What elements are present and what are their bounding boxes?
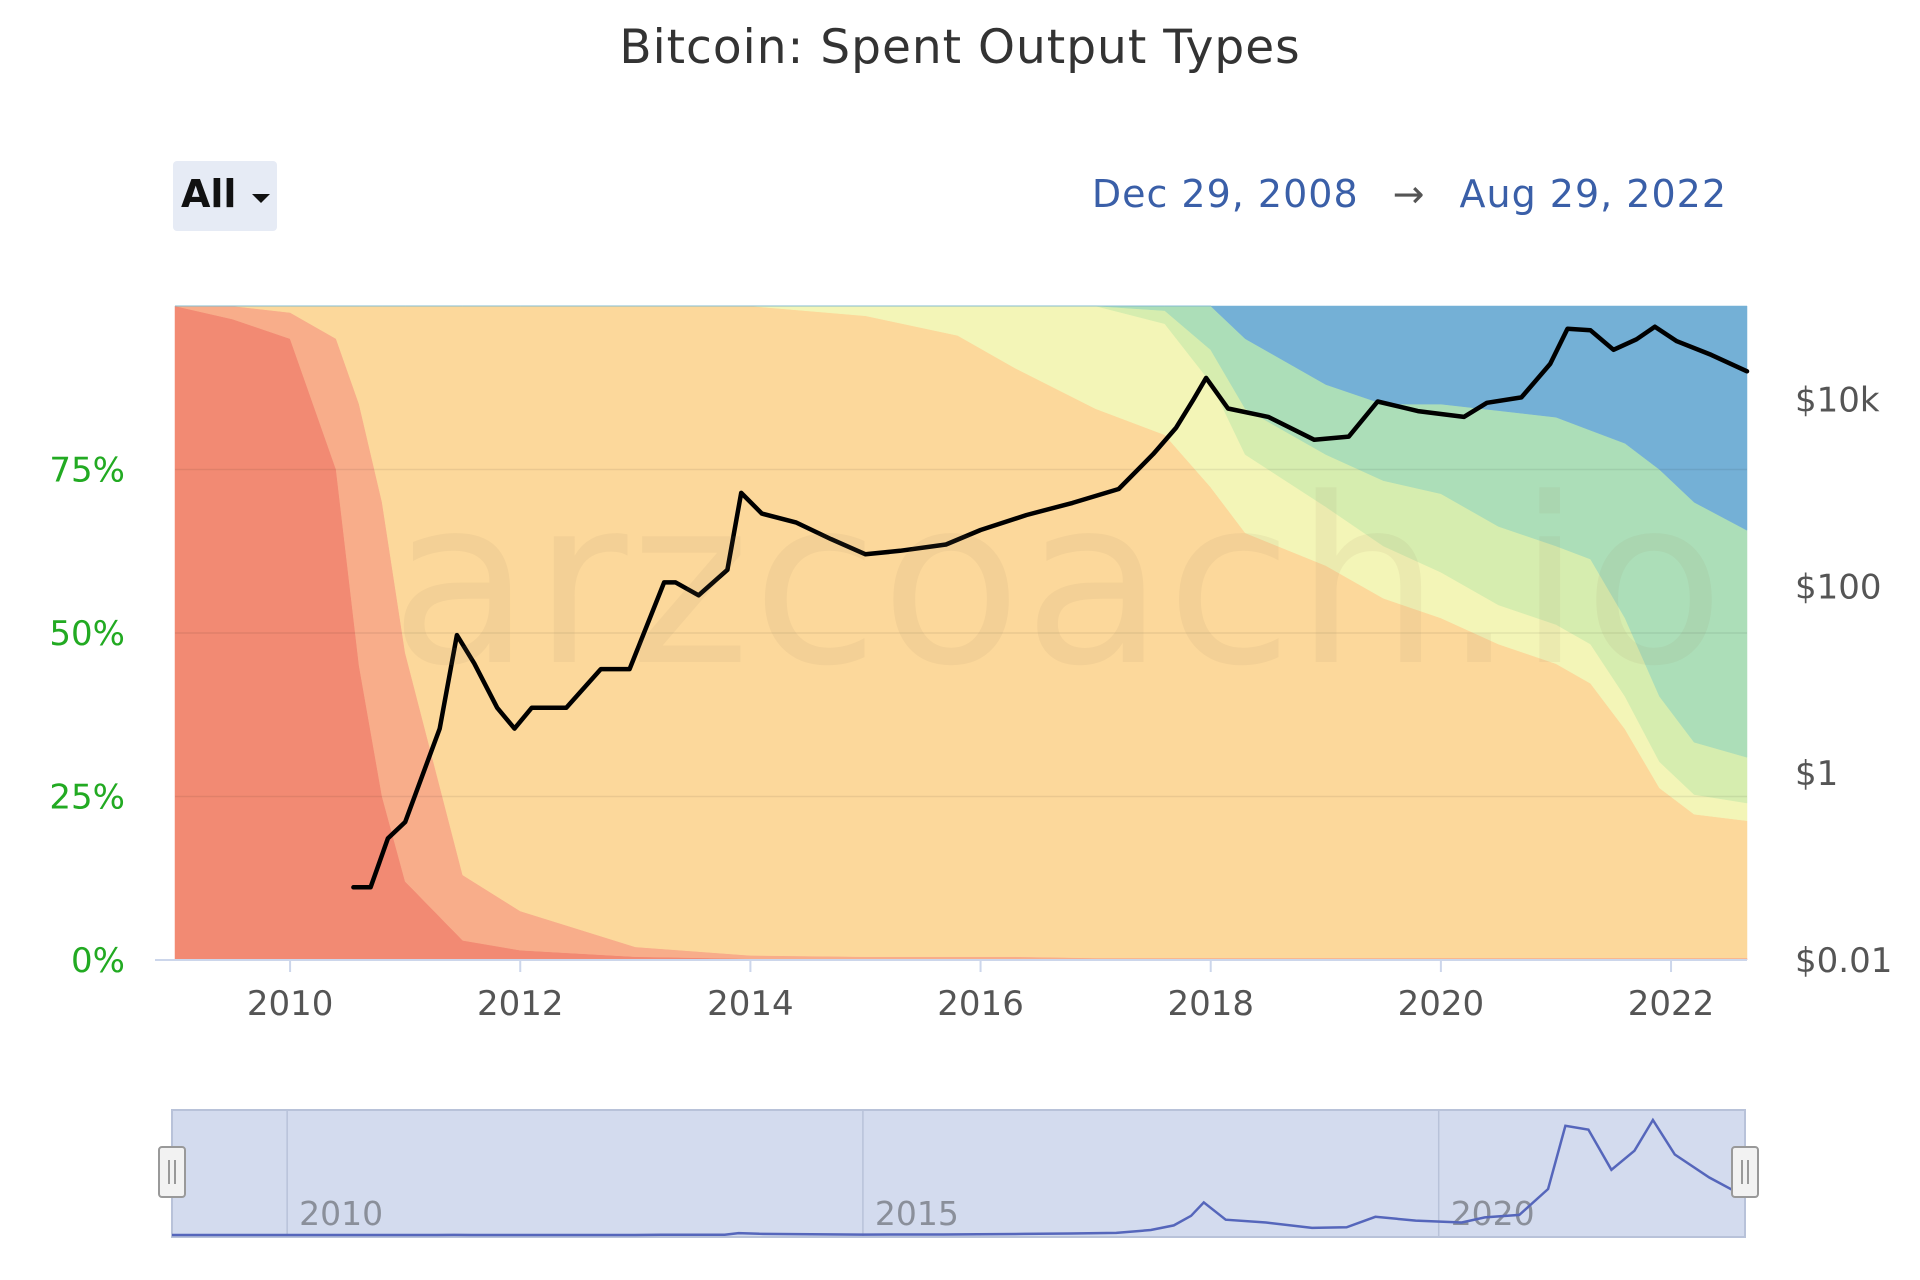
navigator-series-line bbox=[172, 1117, 1746, 1237]
navigator-tick-label: 2015 bbox=[875, 1194, 959, 1233]
date-range: Dec 29, 2008 → Aug 29, 2022 bbox=[1092, 172, 1727, 216]
gridlines bbox=[175, 468, 1747, 798]
y-right-tick-label: $1 bbox=[1795, 754, 1838, 794]
date-to[interactable]: Aug 29, 2022 bbox=[1459, 172, 1727, 216]
y-left-tick-label: 75% bbox=[49, 451, 125, 491]
range-select-label: All bbox=[181, 172, 237, 216]
x-tick-label: 2016 bbox=[937, 984, 1024, 1024]
y-left-tick-label: 50% bbox=[49, 614, 125, 654]
y-right-tick-label: $10k bbox=[1795, 380, 1880, 420]
area-layer-7 bbox=[175, 305, 1748, 531]
axes: 2010 2012 2014 2016 2018 2020 2022 0% 25% 50% 75% $… bbox=[49, 380, 1892, 1024]
navigator-handle-left[interactable] bbox=[158, 1146, 186, 1198]
date-from[interactable]: Dec 29, 2008 bbox=[1091, 172, 1359, 216]
x-tick-label: 2012 bbox=[477, 984, 564, 1024]
x-tick-label: 2014 bbox=[707, 984, 794, 1024]
price-line-group bbox=[351, 324, 1750, 890]
navigator[interactable]: 2010 2015 2020 bbox=[158, 1109, 1759, 1238]
x-tick-label: 2022 bbox=[1628, 984, 1715, 1024]
arrow-right-icon: → bbox=[1392, 172, 1426, 216]
y-right-tick-label: $0.01 bbox=[1795, 941, 1892, 981]
caret-down-icon bbox=[252, 194, 270, 203]
y-left-tick-label: 0% bbox=[71, 941, 125, 981]
watermark: arzcoach.io bbox=[390, 450, 1727, 717]
chart-title: Bitcoin: Spent Output Types bbox=[619, 20, 1301, 75]
price-line bbox=[351, 324, 1750, 890]
navigator-window[interactable] bbox=[171, 1109, 1746, 1238]
navigator-tick-label: 2010 bbox=[299, 1194, 383, 1233]
range-select-dropdown[interactable]: All bbox=[173, 161, 277, 231]
stacked-areas bbox=[174, 305, 1748, 961]
y-left-tick-label: 25% bbox=[49, 778, 125, 818]
navigator-handle-right[interactable] bbox=[1731, 1146, 1759, 1198]
x-tick-label: 2010 bbox=[247, 984, 334, 1024]
x-tick-label: 2018 bbox=[1167, 984, 1254, 1024]
x-tick-label: 2020 bbox=[1398, 984, 1485, 1024]
y-right-tick-label: $100 bbox=[1795, 567, 1882, 607]
